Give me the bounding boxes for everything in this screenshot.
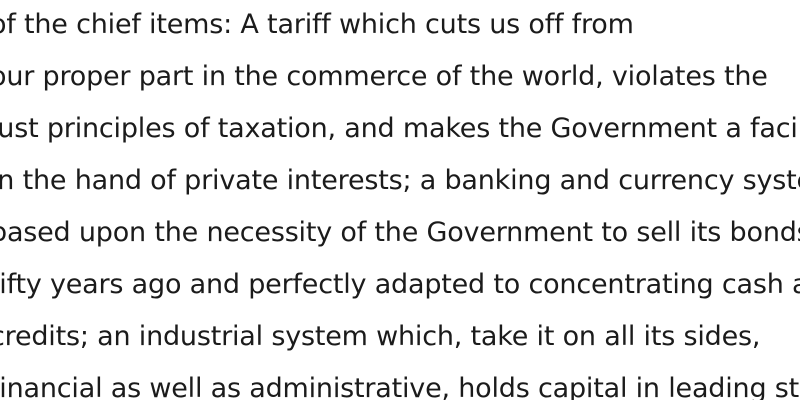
text-line-1: of the chief items: A tariff which cuts … <box>0 9 634 40</box>
text-line-2: our proper part in the commerce of the w… <box>0 61 768 92</box>
text-line-7: credits; an industrial system which, tak… <box>0 321 761 352</box>
text-excerpt: of the chief items: A tariff which cuts … <box>0 4 800 400</box>
text-line-5: based upon the necessity of the Governme… <box>0 217 800 248</box>
text-line-3: just principles of taxation, and makes t… <box>0 113 800 144</box>
text-line-6: fifty years ago and perfectly adapted to… <box>0 269 800 300</box>
text-line-8: financial as well as administrative, hol… <box>0 373 800 400</box>
text-line-4: in the hand of private interests; a bank… <box>0 165 800 196</box>
